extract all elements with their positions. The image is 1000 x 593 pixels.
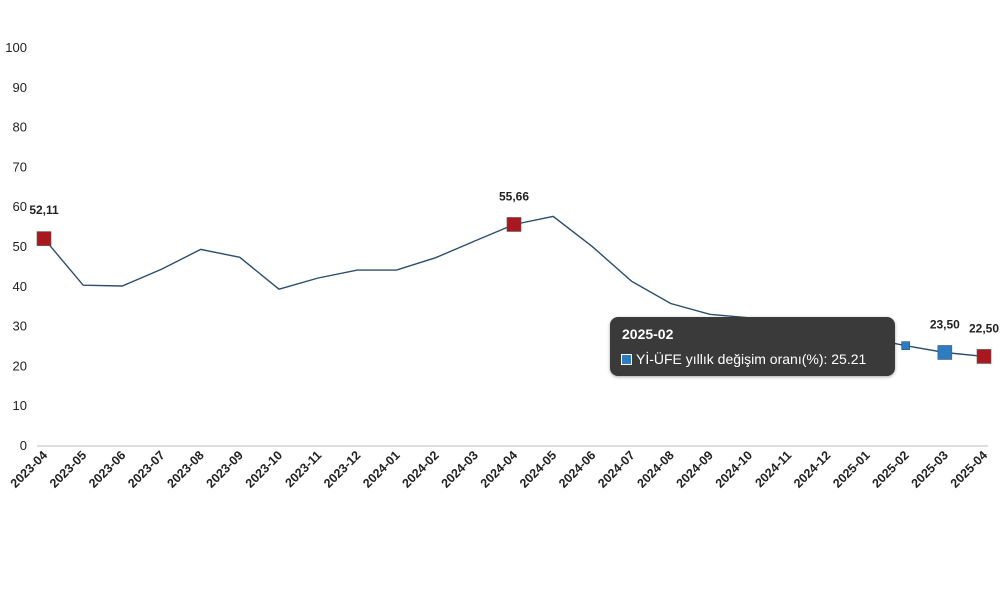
y-tick-label: 90: [13, 80, 27, 95]
highlight-marker: [937, 345, 953, 360]
x-tick-label: 2024-08: [634, 448, 676, 490]
x-tick-label: 2024-04: [478, 448, 520, 490]
x-tick-label: 2025-04: [948, 448, 990, 490]
y-tick-label: 80: [13, 120, 27, 135]
y-tick-label: 60: [13, 199, 27, 214]
highlight-marker: [36, 231, 52, 246]
x-tick-label: 2023-05: [47, 448, 89, 490]
data-markers: [36, 217, 992, 364]
x-tick-label: 2024-09: [674, 448, 716, 490]
y-tick-label: 20: [13, 358, 27, 373]
x-tick-label: 2023-12: [321, 448, 363, 490]
x-tick-label: 2025-01: [830, 448, 872, 490]
x-tick-label: 2024-01: [360, 448, 402, 490]
y-tick-label: 100: [5, 40, 27, 55]
x-tick-label: 2023-07: [125, 448, 167, 490]
y-tick-label: 70: [13, 159, 27, 174]
x-tick-label: 2023-06: [86, 448, 128, 490]
x-tick-label: 2024-07: [595, 448, 637, 490]
x-tick-label: 2023-10: [243, 448, 285, 490]
tooltip-row: Yİ-ÜFE yıllık değişim oranı(%): 25.21: [621, 351, 866, 367]
x-tick-label: 2024-02: [399, 448, 441, 490]
tooltip: 2025-02 Yİ-ÜFE yıllık değişim oranı(%): …: [610, 317, 895, 376]
x-tick-label: 2024-05: [517, 448, 559, 490]
x-tick-label: 2024-10: [713, 448, 755, 490]
y-tick-label: 0: [20, 438, 27, 453]
tooltip-series-label: Yİ-ÜFE yıllık değişim oranı(%): 25.21: [636, 351, 867, 367]
hover-marker[interactable]: [901, 341, 910, 350]
highlight-marker: [976, 349, 992, 364]
y-tick-label: 30: [13, 319, 27, 334]
x-tick-label: 2024-11: [752, 448, 794, 490]
x-tick-label: 2023-04: [8, 448, 50, 490]
x-tick-label: 2023-09: [204, 448, 246, 490]
data-label: 22,50: [969, 321, 999, 335]
tooltip-title: 2025-02: [622, 326, 674, 342]
y-tick-label: 40: [13, 279, 27, 294]
y-tick-label: 50: [13, 239, 27, 254]
highlight-marker: [506, 217, 522, 232]
x-tick-label: 2024-12: [791, 448, 833, 490]
y-tick-label: 10: [13, 398, 27, 413]
data-labels: 52,11 55,66 23,50 22,50: [29, 189, 999, 335]
x-tick-label: 2025-03: [909, 448, 951, 490]
x-tick-label: 2024-06: [556, 448, 598, 490]
x-axis-ticks: 2023-042023-052023-062023-072023-082023-…: [8, 448, 990, 490]
tooltip-swatch: [621, 354, 632, 365]
x-tick-label: 2024-03: [439, 448, 481, 490]
data-label: 55,66: [499, 189, 529, 203]
x-tick-label: 2023-11: [282, 448, 324, 490]
data-label: 23,50: [930, 317, 960, 331]
x-tick-label: 2023-08: [164, 448, 206, 490]
x-tick-label: 2025-02: [869, 448, 911, 490]
data-label: 52,11: [29, 203, 59, 217]
y-axis-ticks: 0 10 20 30 40 50 60 70 80 90 100: [5, 40, 27, 453]
